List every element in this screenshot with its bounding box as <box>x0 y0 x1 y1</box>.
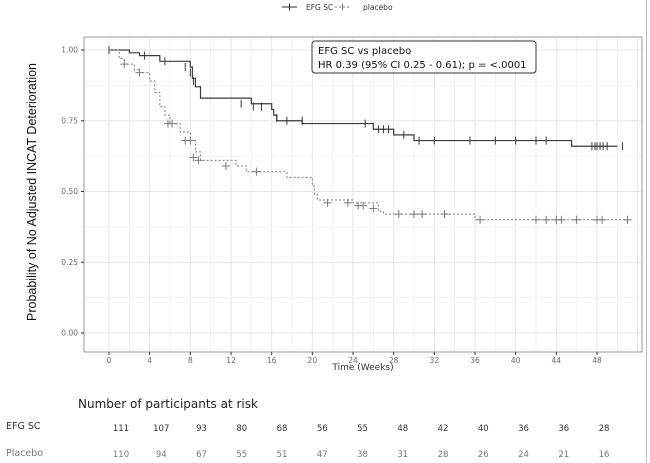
censor-mark <box>623 215 632 224</box>
censor-mark <box>186 136 195 145</box>
risk-cell-placebo: 31 <box>397 450 409 460</box>
y-tick-label: 0.50 <box>61 187 78 196</box>
risk-cell-efg-sc: 55 <box>357 424 368 434</box>
risk-cell-placebo: 28 <box>437 450 449 460</box>
censor-mark <box>542 215 551 224</box>
censor-mark <box>168 119 177 128</box>
x-axis-ticks: 0 4 8 12 16 20 24 28 32 36 40 44 48 <box>107 352 602 365</box>
annotation-line-1: EFG SC vs placebo <box>318 46 411 57</box>
censor-mark <box>476 215 485 224</box>
risk-cell-efg-sc: 111 <box>112 424 130 434</box>
censor-mark <box>572 215 581 224</box>
censor-mark <box>410 210 418 219</box>
risk-cell-efg-sc: 80 <box>236 424 248 434</box>
censor-mark <box>120 60 129 69</box>
censor-mark <box>557 215 566 224</box>
x-axis-title: Time (Weeks) <box>331 363 393 373</box>
annotation-line-2: HR 0.39 (95% CI 0.25 - 0.61); p = <.0001 <box>318 60 527 71</box>
risk-cell-placebo: 26 <box>477 450 489 460</box>
risk-cell-placebo: 110 <box>112 450 130 460</box>
x-tick-label: 12 <box>226 356 236 365</box>
y-axis-ticks: 0.00 0.25 0.50 0.75 1.00 <box>61 46 84 338</box>
y-tick-label: 0.25 <box>61 258 78 267</box>
legend-placebo-label: placebo <box>363 3 393 12</box>
risk-cell-placebo: 21 <box>558 450 570 460</box>
risk-cell-placebo: 51 <box>276 450 288 460</box>
censor-mark <box>221 162 230 171</box>
series-efg-sc <box>108 46 623 151</box>
y-axis-title: Probability of No Adjusted INCAT Deterio… <box>25 63 39 321</box>
risk-cell-placebo: 55 <box>236 450 248 460</box>
annotation-box <box>311 40 537 74</box>
x-tick-label: 28 <box>389 356 399 365</box>
risk-row-label-placebo: Placebo <box>6 448 44 459</box>
series-group <box>108 46 632 224</box>
risk-cell-efg-sc: 48 <box>397 424 409 434</box>
censor-mark <box>189 153 198 162</box>
x-tick-label: 36 <box>470 356 480 365</box>
km-chart: 0 4 8 12 16 20 24 28 32 36 40 44 48 0.000.250.500.75… <box>25 3 643 373</box>
risk-cell-efg-sc: 93 <box>196 424 207 434</box>
plot-panel-border <box>83 36 643 353</box>
grid-lines <box>84 37 642 352</box>
x-tick-label: 16 <box>267 356 277 365</box>
x-tick-label: 24 <box>348 356 358 365</box>
risk-cell-placebo: 94 <box>155 450 167 460</box>
censor-mark <box>323 198 332 207</box>
censor-mark <box>359 201 368 210</box>
page-edge <box>646 0 647 463</box>
x-tick-label: 4 <box>147 356 152 365</box>
risk-cell-placebo: 38 <box>357 450 368 460</box>
censor-mark <box>440 210 449 219</box>
risk-cell-placebo: 24 <box>518 450 529 460</box>
y-tick-label: 0.00 <box>61 329 78 338</box>
risk-table-title: Number of participants at risk <box>78 397 258 411</box>
censor-mark <box>394 210 403 219</box>
risk-cell-efg-sc: 68 <box>276 424 288 434</box>
risk-cell-efg-sc: 28 <box>598 424 610 434</box>
censor-mark <box>598 215 607 224</box>
x-tick-label: 48 <box>592 356 602 365</box>
risk-cell-placebo: 16 <box>598 450 610 460</box>
legend-efg-label: EFG SC <box>306 3 333 12</box>
x-tick-label: 0 <box>107 356 112 365</box>
risk-cell-placebo: 47 <box>316 450 328 460</box>
censor-mark <box>194 156 203 165</box>
risk-cell-efg-sc: 56 <box>316 424 328 434</box>
risk-row-label-efg: EFG SC <box>6 421 41 432</box>
censor-mark <box>369 204 378 213</box>
censor-mark <box>532 215 540 224</box>
risk-cell-efg-sc: 36 <box>558 424 570 434</box>
censor-mark <box>135 68 144 77</box>
censor-mark <box>343 198 352 207</box>
y-tick-label: 0.75 <box>61 116 78 125</box>
x-tick-label: 8 <box>188 356 193 365</box>
series-placebo <box>109 49 632 224</box>
km-curve-placebo <box>109 49 628 221</box>
x-tick-label: 44 <box>552 356 562 365</box>
censor-mark <box>418 210 427 219</box>
x-tick-label: 32 <box>430 356 440 365</box>
risk-cell-efg-sc: 42 <box>437 424 449 434</box>
risk-cell-efg-sc: 40 <box>477 424 489 434</box>
x-tick-label: 20 <box>308 356 318 365</box>
legend: EFG SC placebo <box>282 3 393 12</box>
hazard-ratio-annotation: EFG SC vs placebo HR 0.39 (95% CI 0.25 -… <box>311 40 537 74</box>
x-tick-label: 40 <box>511 356 521 365</box>
risk-cell-efg-sc: 107 <box>153 424 170 434</box>
censor-mark <box>252 167 261 176</box>
y-tick-label: 1.00 <box>61 46 78 55</box>
risk-cell-placebo: 67 <box>196 450 207 460</box>
risk-cell-efg-sc: 36 <box>518 424 529 434</box>
